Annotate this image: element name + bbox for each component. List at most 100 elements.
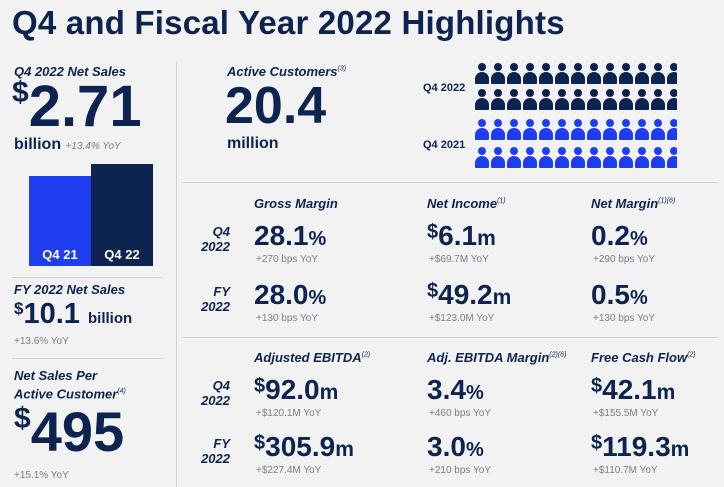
- person-icon: [490, 118, 506, 142]
- person-icon: [506, 62, 522, 86]
- person-head: [574, 89, 582, 97]
- person-head: [494, 147, 502, 155]
- person-icon: [490, 146, 506, 170]
- fy-adj-ebitda-margin-yoy: +210 bps YoY: [429, 465, 492, 476]
- person-head: [526, 89, 534, 97]
- currency-symbol: $: [254, 432, 266, 454]
- value: 42.1: [602, 374, 657, 405]
- person-head: [574, 147, 582, 155]
- suffix: %: [308, 228, 327, 250]
- person-body: [587, 98, 601, 110]
- person-icon: [522, 62, 538, 86]
- person-icon: [538, 146, 554, 170]
- row-label-q4-2022: Q4 2022: [194, 224, 230, 254]
- fy-adjusted-ebitda-value: $305.9m: [254, 433, 354, 461]
- person-icon: [538, 118, 554, 142]
- person-body: [523, 128, 537, 140]
- fy-net-margin-yoy: +130 bps YoY: [593, 313, 656, 324]
- person-icon: [506, 88, 522, 112]
- divider: [182, 337, 718, 338]
- row-label-fy-2022: FY 2022: [194, 284, 230, 314]
- suffix: m: [319, 381, 339, 404]
- person-icon: [618, 146, 634, 170]
- footnote: (3): [337, 65, 347, 73]
- person-head: [526, 63, 534, 71]
- person-head: [590, 63, 598, 71]
- row-label-fy-2022: FY 2022: [194, 436, 230, 466]
- fy-gross-margin-yoy: +130 bps YoY: [256, 313, 319, 324]
- person-head: [526, 119, 534, 127]
- person-body: [507, 156, 521, 168]
- fy-net-sales-label: FY 2022 Net Sales: [14, 282, 126, 297]
- person-body: [603, 128, 617, 140]
- person-icon: [474, 62, 490, 86]
- person-body: [571, 156, 585, 168]
- footnote: (1)(6): [658, 197, 676, 205]
- value: 3.4: [427, 374, 466, 405]
- q4-net-sales-number: 2.71: [28, 74, 142, 139]
- person-icon: [554, 146, 570, 170]
- row-label-line2: 2022: [201, 393, 230, 408]
- person-body: [507, 128, 521, 140]
- person-head: [590, 119, 598, 127]
- person-head: [670, 119, 677, 127]
- header-text: Free Cash Flow: [591, 350, 688, 365]
- person-icon: [650, 62, 666, 86]
- header-free-cash-flow: Free Cash Flow(2): [591, 350, 696, 365]
- customers-pictogram: [474, 62, 677, 172]
- row-label-line1: Q4: [212, 224, 230, 239]
- person-icon: [506, 118, 522, 142]
- person-head: [670, 147, 677, 155]
- person-icon: [634, 118, 650, 142]
- active-customers-label-text: Active Customers: [227, 64, 338, 79]
- person-body: [539, 156, 553, 168]
- fy-net-sales-value: $10.1 billion: [14, 300, 132, 329]
- row-label-line2: 2022: [201, 451, 230, 466]
- value: 0.2: [591, 220, 630, 251]
- person-icon: [506, 146, 522, 170]
- currency-symbol: $: [14, 299, 24, 318]
- person-head: [654, 119, 662, 127]
- net-sales-bar-chart: Q4 21 Q4 22: [29, 164, 153, 266]
- row-label-line1: FY: [213, 284, 230, 299]
- person-body: [619, 98, 633, 110]
- person-head: [478, 63, 486, 71]
- person-head: [558, 119, 566, 127]
- person-head: [638, 89, 646, 97]
- person-body: [667, 72, 677, 84]
- fy-net-sales-number: 10.1: [23, 298, 80, 330]
- value: 3.0: [427, 431, 466, 462]
- person-body: [651, 98, 665, 110]
- person-body: [635, 128, 649, 140]
- q4-free-cash-flow-value: $42.1m: [591, 376, 675, 404]
- currency-symbol: $: [14, 402, 31, 435]
- person-icon: [618, 62, 634, 86]
- person-icon: [602, 118, 618, 142]
- person-icon: [666, 88, 677, 112]
- value: 28.1: [254, 220, 309, 251]
- person-body: [667, 98, 677, 110]
- person-icon: [474, 146, 490, 170]
- person-head: [606, 89, 614, 97]
- fy-gross-margin-value: 28.0%: [254, 281, 326, 309]
- person-body: [651, 156, 665, 168]
- bar-q4-22: Q4 22: [91, 164, 153, 266]
- person-head: [654, 147, 662, 155]
- row-label-line1: FY: [213, 436, 230, 451]
- person-icon: [634, 88, 650, 112]
- person-head: [606, 147, 614, 155]
- row-label-line1: Q4: [212, 378, 230, 393]
- person-body: [555, 98, 569, 110]
- divider: [12, 358, 162, 359]
- person-head: [510, 89, 518, 97]
- person-icon: [522, 146, 538, 170]
- q4-2022-people-label: Q4 2022: [423, 82, 466, 94]
- people-row-2021-a: [474, 118, 677, 142]
- currency-symbol: $: [254, 375, 266, 397]
- header-text: Net Margin: [591, 196, 659, 211]
- person-icon: [650, 118, 666, 142]
- suffix: %: [629, 228, 648, 250]
- active-customers-unit: million: [227, 135, 279, 152]
- person-head: [494, 119, 502, 127]
- person-body: [587, 156, 601, 168]
